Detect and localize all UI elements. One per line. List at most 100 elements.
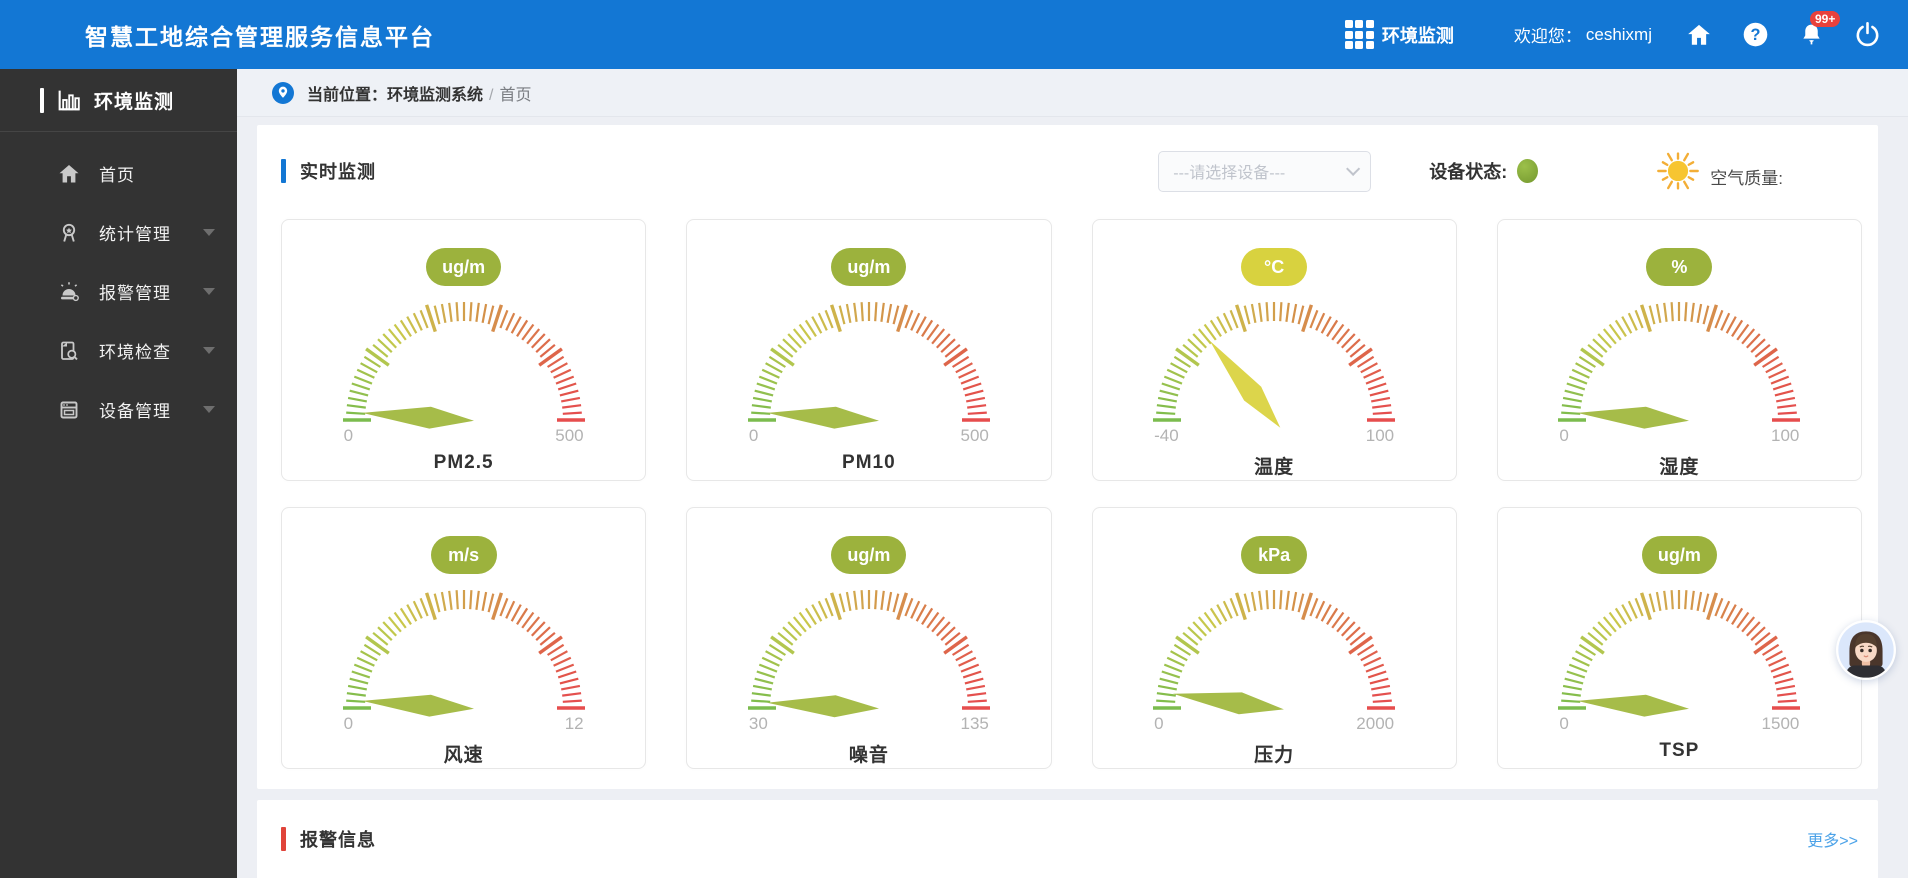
- breadcrumb-separator: /: [489, 86, 494, 104]
- gauge-unit-badge: kPa: [1241, 536, 1308, 574]
- sidebar-item-statistics[interactable]: 统计管理: [0, 203, 237, 262]
- sidebar-item-label: 环境检查: [99, 343, 171, 362]
- bar-chart-icon: [58, 90, 80, 111]
- device-select[interactable]: ---请选择设备---: [1158, 150, 1372, 192]
- home-button[interactable]: [1684, 20, 1714, 50]
- sidebar-item-label: 设备管理: [99, 402, 171, 421]
- gauge-card-压力: kPa 0 2000 压力: [1091, 507, 1457, 769]
- power-icon: [1856, 21, 1878, 47]
- gauge-card-温度: °C -40 100 温度: [1091, 219, 1457, 481]
- sidebar-item-inspection[interactable]: 环境检查: [0, 321, 237, 380]
- gauge-max-label: 2000: [1356, 714, 1395, 733]
- home-icon: [1688, 24, 1710, 45]
- device-status-indicator: [1517, 159, 1539, 183]
- alarm-info-panel: 报警信息 更多>>: [257, 800, 1878, 878]
- breadcrumb-system[interactable]: 环境监测系统: [387, 86, 484, 104]
- gauge-title: 温度: [1254, 457, 1295, 478]
- logout-button[interactable]: [1852, 20, 1882, 50]
- gauge-max-label: 500: [960, 426, 989, 445]
- gauge-min-label: 0: [343, 426, 354, 445]
- realtime-monitor-panel: 实时监测 ---请选择设备--- 设备状态:: [257, 125, 1878, 789]
- gauge-title: PM2.5: [433, 452, 494, 473]
- brand-accent-bar: [40, 87, 44, 113]
- sidebar-divider: [0, 131, 237, 132]
- sidebar-item-label: 统计管理: [99, 225, 171, 244]
- sidebar-item-device[interactable]: 设备管理: [0, 380, 237, 439]
- breadcrumb-prefix: 当前位置：: [307, 86, 388, 104]
- home-icon: [57, 161, 83, 187]
- device-select-placeholder: ---请选择设备---: [1173, 165, 1286, 182]
- welcome-label: 欢迎您：: [1513, 27, 1582, 46]
- sidebar-item-alarm[interactable]: 报警管理: [0, 262, 237, 321]
- alarm-more-link[interactable]: 更多>>: [1807, 833, 1858, 850]
- welcome-text: 欢迎您： ceshixmj: [1514, 22, 1652, 47]
- main-content: 当前位置：环境监测系统 / 首页 实时监测 ---请选择设备---: [237, 69, 1908, 878]
- gauge-title: 湿度: [1659, 457, 1700, 478]
- gauge-max-label: 500: [555, 426, 584, 445]
- chevron-down-icon: [203, 347, 215, 354]
- gauge-unit-badge: ug/m: [831, 536, 907, 574]
- gauge-unit-badge: ug/m: [426, 248, 502, 286]
- sun-icon: [1657, 152, 1700, 190]
- gauge-max-label: 1500: [1761, 714, 1800, 733]
- help-icon: ?: [1743, 22, 1767, 47]
- statistics-icon: [57, 220, 83, 246]
- sidebar-item-label: 首页: [99, 166, 135, 185]
- page-scroll-area[interactable]: 实时监测 ---请选择设备--- 设备状态:: [237, 117, 1908, 878]
- sidebar-item-home[interactable]: 首页: [0, 144, 237, 203]
- gauge-title: PM10: [842, 452, 896, 473]
- gauge-card-tsp: ug/m 0 1500 TSP: [1496, 507, 1862, 769]
- gauge-min-label: 0: [1559, 714, 1569, 733]
- svg-text:?: ?: [1750, 26, 1760, 44]
- gauge-card-噪音: ug/m 30 135 噪音: [686, 507, 1052, 769]
- device-icon: [57, 397, 83, 423]
- alarm-accent-bar: [281, 827, 286, 851]
- chevron-down-icon: [203, 406, 215, 413]
- gauge-max-label: 12: [564, 714, 584, 733]
- gauge-title: 风速: [443, 745, 484, 766]
- assistant-avatar: [1836, 620, 1896, 680]
- sidebar-brand: 环境监测: [0, 69, 237, 131]
- gauge-max-label: 100: [1365, 426, 1395, 445]
- gauge-min-label: 0: [343, 714, 354, 733]
- section-accent-bar: [281, 159, 286, 183]
- sidebar: 环境监测 首页统计管理报警管理环境检查设备管理: [0, 69, 237, 878]
- realtime-section-title: 实时监测: [300, 162, 376, 182]
- chevron-down-icon: [203, 288, 215, 295]
- gauge-dial: [342, 302, 585, 429]
- inspection-icon: [57, 338, 83, 364]
- gauge-dial: [1558, 590, 1801, 717]
- gauge-dial: [342, 590, 585, 717]
- help-button[interactable]: ?: [1740, 20, 1770, 50]
- sidebar-item-label: 报警管理: [99, 284, 171, 303]
- gauge-min-label: 0: [748, 426, 759, 445]
- gauge-title: TSP: [1659, 740, 1700, 761]
- gauge-unit-badge: %: [1646, 248, 1713, 286]
- breadcrumb-current[interactable]: 首页: [499, 86, 532, 104]
- notifications-button[interactable]: 99+: [1796, 10, 1841, 50]
- platform-title: 智慧工地综合管理服务信息平台: [85, 23, 435, 50]
- gauge-grid: ug/m 0 500 PM2.5 ug/m 0 500 PM10 °C -40 100 温度% 0 100…: [257, 193, 1878, 769]
- header-right-group: 环境监测 欢迎您： ceshixmj ? 99+: [1344, 10, 1882, 50]
- gauge-unit-badge: ug/m: [1641, 536, 1717, 574]
- gauge-title: 压力: [1254, 745, 1295, 766]
- alarm-section-title: 报警信息: [300, 830, 376, 850]
- gauge-max-label: 100: [1771, 426, 1800, 445]
- bell-icon: [1802, 24, 1820, 45]
- chevron-down-icon: [203, 229, 215, 236]
- gauge-card-风速: m/s 0 12 风速: [281, 507, 647, 769]
- gauge-dial: [1153, 302, 1396, 428]
- gauge-title: 噪音: [848, 745, 889, 766]
- apps-grid-icon: [1344, 20, 1374, 49]
- gauge-min-label: -40: [1154, 426, 1179, 445]
- location-pin-icon: [272, 81, 294, 104]
- assistant-avatar-button[interactable]: [1836, 620, 1896, 680]
- top-header: 智慧工地综合管理服务信息平台 环境监测 欢迎您： ceshixmj ?: [0, 0, 1908, 69]
- app-switcher-button[interactable]: 环境监测: [1344, 20, 1454, 49]
- gauge-min-label: 0: [1154, 714, 1164, 733]
- gauge-unit-badge: °C: [1241, 248, 1308, 286]
- gauge-min-label: 30: [748, 714, 768, 733]
- gauge-unit-badge: ug/m: [831, 248, 907, 286]
- gauge-min-label: 0: [1559, 426, 1569, 445]
- gauge-dial: [747, 590, 990, 718]
